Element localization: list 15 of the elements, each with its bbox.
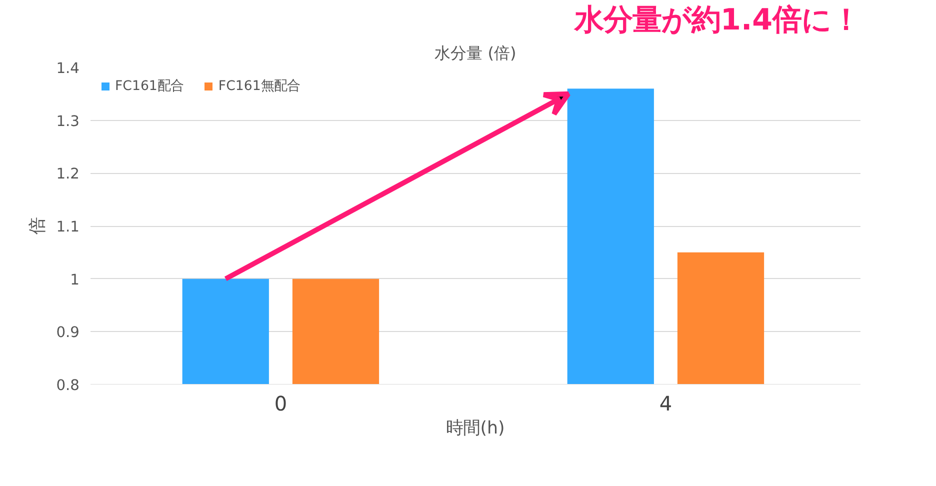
y-tick-label: 0.9: [56, 324, 80, 342]
y-tick-label: 0.8: [56, 377, 80, 394]
legend-label: FC161配合: [115, 78, 184, 95]
y-tick-label: 1.2: [56, 166, 80, 183]
x-tick-label: 0: [274, 392, 288, 416]
y-tick-label: 1.4: [56, 60, 80, 77]
legend-label: FC161無配合: [218, 78, 300, 95]
y-tick-label: 1.1: [56, 218, 80, 236]
y-axis-title: 倍: [28, 218, 48, 234]
x-tick-label: 4: [659, 392, 672, 416]
text: 水分量が約1.4倍に！: [574, 2, 861, 36]
y-tick-label: 1.3: [56, 112, 80, 130]
y-tick-label: 1: [70, 271, 80, 288]
x-axis-title: 時間(h): [446, 418, 505, 438]
chart-title: 水分量 (倍): [434, 44, 516, 62]
